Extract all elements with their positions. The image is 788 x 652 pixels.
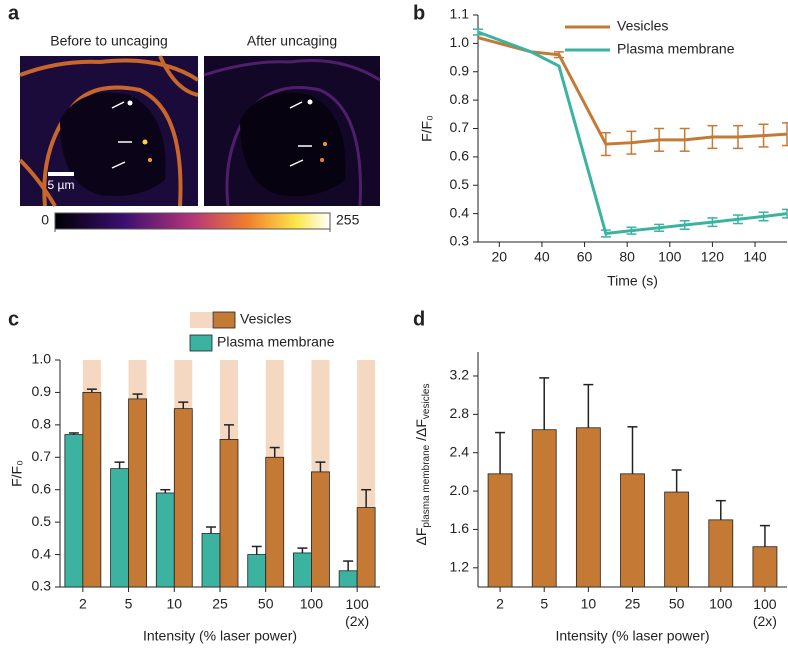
x-tick-label: 60	[577, 249, 593, 265]
y-tick-label: 0.3	[32, 578, 52, 594]
panel-label: d	[413, 308, 425, 330]
x-tick-label: 100 (2x)	[345, 596, 369, 629]
image-after	[203, 56, 381, 207]
x-tick-label: 100	[300, 596, 324, 612]
bar	[356, 507, 376, 588]
bar	[173, 408, 193, 588]
panel-label: c	[8, 308, 19, 330]
y-tick-label: 0.3	[450, 233, 470, 249]
bar	[82, 392, 102, 588]
bar	[487, 473, 513, 588]
y-tick-label: 0.9	[32, 383, 52, 399]
panel-label: b	[413, 2, 425, 24]
legend-swatch	[190, 312, 212, 328]
legend-label: Vesicles	[240, 311, 291, 327]
bar	[664, 491, 690, 588]
y-tick-label: 1.2	[450, 559, 470, 575]
image-before: 5 µm	[18, 55, 200, 207]
x-tick-label: 100	[709, 596, 733, 612]
legend-label: Vesicles	[617, 18, 668, 34]
bar	[620, 473, 645, 588]
bar	[110, 468, 129, 588]
scale-bar-label: 5 µm	[48, 178, 75, 192]
y-tick-label: 0.6	[32, 480, 52, 496]
bar	[293, 552, 312, 588]
colorbar	[54, 212, 331, 230]
x-tick-label: 10	[581, 596, 597, 612]
x-axis-label: Intensity (% laser power)	[555, 628, 709, 644]
y-axis-label: ΔFplasma membrane /ΔFvesicles	[413, 384, 432, 546]
y-label-part: plasma membrane	[421, 444, 432, 527]
x-tick-label: 100	[658, 249, 682, 265]
bar	[708, 519, 734, 588]
bar	[311, 471, 330, 588]
y-tick-label: 0.5	[32, 513, 52, 529]
y-label-part: vesicles	[421, 384, 432, 420]
x-tick-label: 25	[212, 596, 228, 612]
line	[477, 30, 788, 236]
y-tick-label: 1.0	[32, 351, 52, 367]
y-tick-label: 1.1	[450, 6, 470, 22]
y-tick-label: 0.7	[450, 119, 470, 135]
y-tick-label: 0.8	[450, 91, 470, 107]
bar	[247, 554, 267, 588]
y-tick-label: 0.7	[32, 448, 52, 464]
y-tick-label: 0.8	[32, 416, 52, 432]
bar	[64, 434, 84, 588]
y-tick-label: 0.6	[450, 148, 470, 164]
bar	[128, 398, 147, 588]
y-tick-label: 0.4	[32, 545, 52, 561]
x-tick-label: 25	[625, 596, 641, 612]
y-tick-label: 2.4	[450, 443, 470, 459]
x-tick-label: 10	[166, 596, 182, 612]
x-axis-label: Time (s)	[607, 273, 658, 289]
x-tick-label: 50	[258, 596, 274, 612]
x-tick-label: 80	[619, 249, 635, 265]
x-tick-label: 2	[79, 596, 87, 612]
bar	[265, 456, 285, 588]
y-tick-label: 0.5	[450, 176, 470, 192]
bar	[219, 439, 239, 588]
x-tick-label: 120	[701, 249, 725, 265]
bar	[752, 546, 778, 588]
x-tick-label: 5	[125, 596, 133, 612]
y-label-part: ΔF	[413, 528, 429, 546]
legend-label: Plasma membrane	[617, 41, 735, 57]
y-axis-label: F/F₀	[419, 115, 435, 142]
x-tick-label: 140	[743, 249, 767, 265]
x-tick-label: 40	[534, 249, 550, 265]
colorbar-label: 0	[41, 212, 49, 228]
y-tick-label: 3.2	[450, 367, 470, 383]
y-tick-label: 1.0	[450, 34, 470, 50]
bar	[338, 570, 358, 588]
bar	[155, 492, 175, 588]
y-tick-label: 0.9	[450, 62, 470, 78]
x-tick-label: 2	[496, 596, 504, 612]
x-tick-label: 100 (2x)	[753, 596, 777, 629]
image-title: Before to uncaging	[50, 33, 168, 49]
colorbar-label: 255	[336, 212, 360, 228]
y-tick-label: 1.6	[450, 520, 470, 536]
x-axis-label: Intensity (% laser power)	[143, 628, 297, 644]
y-tick-label: 0.4	[450, 204, 470, 220]
bar	[201, 533, 221, 588]
legend-swatch	[212, 311, 236, 329]
bar	[575, 427, 601, 588]
y-label-part: /ΔF	[413, 419, 429, 445]
legend-swatch	[189, 334, 213, 352]
legend-label: Plasma membrane	[217, 334, 335, 350]
y-tick-label: 2.0	[450, 482, 470, 498]
panel-label: a	[8, 2, 20, 24]
x-tick-label: 20	[492, 249, 508, 265]
y-axis-label: F/F₀	[9, 460, 25, 487]
x-tick-label: 5	[540, 596, 548, 612]
bar	[531, 429, 557, 588]
y-tick-label: 2.8	[450, 405, 470, 421]
image-title: After uncaging	[247, 33, 337, 49]
x-tick-label: 50	[669, 596, 685, 612]
